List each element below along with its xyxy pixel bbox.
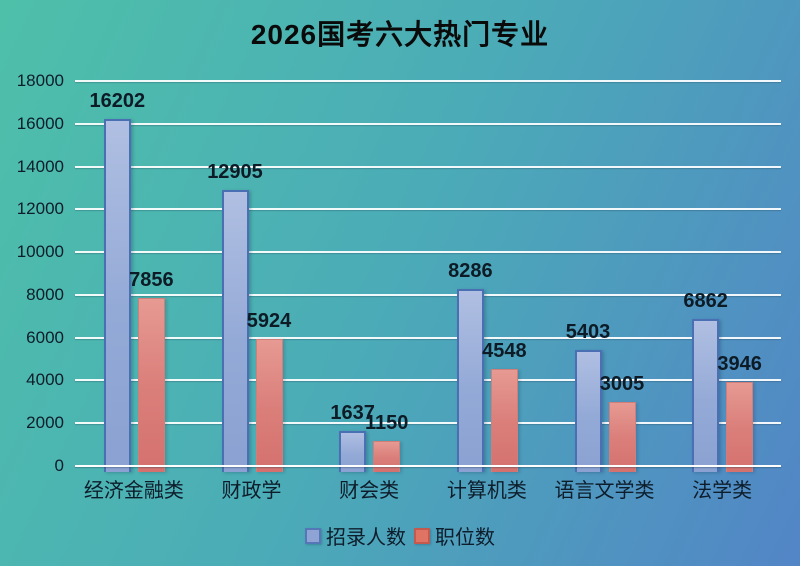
gridline (75, 251, 781, 254)
value-label-positions: 3005 (599, 372, 645, 395)
bar-recruitment (103, 119, 131, 472)
bar-recruitment (692, 319, 720, 472)
bar-recruitment (221, 189, 249, 472)
value-label-recruitment: 5403 (565, 321, 611, 344)
y-tick-label: 2000 (26, 413, 64, 433)
value-label-recruitment: 16202 (89, 90, 146, 113)
value-label-recruitment: 1637 (330, 401, 375, 424)
chart-title: 2026国考六大热门专业 (250, 19, 550, 50)
value-label-positions: 4548 (482, 339, 527, 362)
y-tick-label: 4000 (26, 370, 64, 390)
legend-label-recruitment: 招录人数 (326, 527, 406, 549)
value-label-recruitment: 12905 (207, 160, 263, 183)
bar-positions (726, 381, 754, 472)
gridline (75, 80, 781, 82)
x-category-label: 经济金融类 (83, 480, 184, 502)
value-label-positions: 3946 (717, 352, 762, 375)
y-tick-label: 14000 (16, 156, 64, 176)
x-category-label: 财政学 (221, 480, 282, 502)
gridline (75, 293, 781, 296)
legend-swatch-recruitment (305, 527, 321, 544)
bar-recruitment (574, 350, 602, 472)
x-category-label: 法学类 (692, 480, 753, 502)
value-label-positions: 7856 (129, 268, 174, 291)
gridline (75, 165, 781, 168)
legend-item-positions: 职位数 (414, 521, 495, 550)
y-tick-label: 8000 (26, 284, 64, 304)
legend-label-positions: 职位数 (435, 527, 495, 549)
value-label-recruitment: 6862 (683, 290, 728, 313)
x-axis-line (75, 465, 781, 467)
value-label-positions: 5924 (246, 310, 292, 333)
bar-positions (608, 401, 636, 472)
x-category-label: 语言文学类 (554, 480, 655, 502)
legend-item-recruitment: 招录人数 (305, 521, 406, 550)
legend-swatch-positions (414, 527, 430, 544)
bar-positions (137, 297, 165, 472)
y-tick-label: 18000 (16, 71, 64, 90)
bar-recruitment (456, 288, 484, 472)
x-category-label: 计算机类 (446, 480, 527, 502)
x-category-label: 财会类 (339, 480, 400, 502)
gridline (75, 122, 781, 125)
bar-positions (255, 339, 283, 472)
y-tick-label: 6000 (26, 327, 64, 347)
y-tick-label: 0 (54, 456, 64, 475)
y-tick-label: 12000 (16, 199, 64, 219)
gridline (75, 208, 781, 211)
bar-positions (373, 441, 401, 472)
bar-positions (490, 368, 518, 472)
gridline (75, 422, 781, 425)
gridline (75, 336, 781, 339)
value-label-recruitment: 8286 (448, 259, 493, 282)
y-tick-label: 16000 (16, 113, 64, 133)
legend: 招录人数 职位数 (0, 521, 800, 550)
gridline (75, 379, 781, 382)
value-label-positions: 1150 (364, 412, 409, 435)
y-tick-label: 10000 (16, 242, 64, 262)
